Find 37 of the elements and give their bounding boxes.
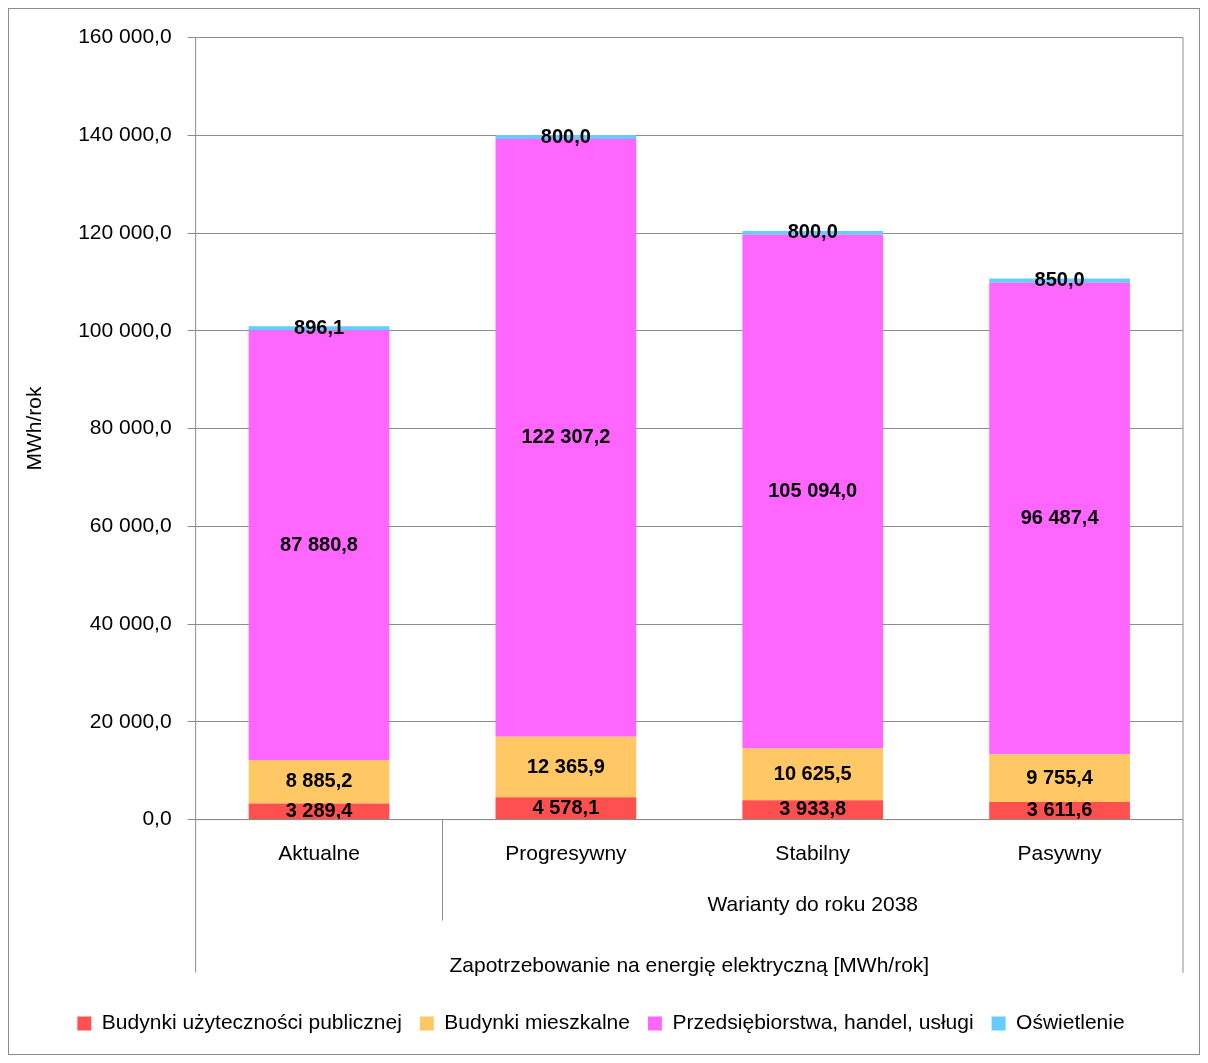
y-tick-label: 120 000,0 (78, 219, 172, 243)
data-label: 8 885,2 (285, 769, 353, 792)
data-label: 122 307,2 (521, 425, 611, 448)
data-label: 10 625,5 (773, 761, 852, 784)
y-tick-label: 60 000,0 (89, 513, 172, 537)
bar (248, 760, 390, 804)
y-tick-label: 100 000,0 (78, 317, 172, 341)
bar (742, 748, 884, 801)
data-label: 96 487,4 (1020, 505, 1100, 528)
y-tick-label: 40 000,0 (89, 610, 172, 634)
data-label: 3 611,6 (1026, 798, 1093, 821)
data-label: 9 755,4 (1026, 765, 1094, 788)
y-axis-title: MWh/rok (22, 386, 46, 471)
x-tick-label: Stabilny (775, 841, 851, 864)
data-label: 3 933,8 (779, 797, 847, 820)
data-label: 3 289,4 (285, 798, 354, 821)
legend-label: Przedsiębiorstwa, handel, usługi (672, 1010, 974, 1034)
y-tick-label: 20 000,0 (89, 708, 172, 732)
data-label: 87 880,8 (280, 532, 358, 555)
y-tick-label: 140 000,0 (78, 122, 172, 146)
x-tick-label: Pasywny (1017, 841, 1103, 864)
x-tick-label: Progresywny (505, 841, 628, 864)
y-tick-label: 80 000,0 (89, 415, 172, 439)
data-label: 850,0 (1034, 268, 1085, 291)
x-axis-title: Zapotrzebowanie na energię elektryczną [MWh/rok] (449, 953, 930, 977)
legend-label: Budynki mieszkalne (444, 1010, 630, 1034)
legend-label: Budynki użyteczności publicznej (101, 1010, 402, 1034)
bar (989, 754, 1130, 802)
y-tick-label: 160 000,0 (78, 24, 172, 48)
y-tick-label: 0,0 (142, 806, 172, 830)
data-label: 105 094,0 (768, 479, 858, 502)
bar (495, 736, 637, 798)
text: Warianty do roku 2038 (707, 892, 918, 916)
legend-label: Oświetlenie (1016, 1010, 1125, 1034)
x-tick-label: Aktualne (278, 841, 360, 864)
data-label: 12 365,9 (526, 754, 605, 777)
data-label: 4 578,1 (532, 795, 600, 818)
